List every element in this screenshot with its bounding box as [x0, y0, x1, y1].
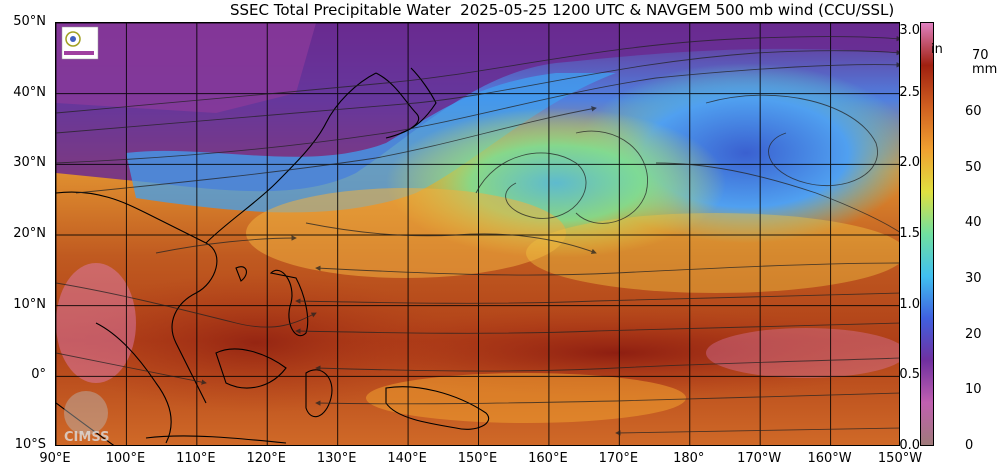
moisture-gradient-band — [126, 73, 616, 213]
longitude-label: 90°E — [39, 451, 71, 466]
longitude-label: 100°E — [105, 451, 146, 466]
cimss-watermark: CIMSS — [64, 391, 109, 445]
colorbar-inch-tick: 1.0 — [899, 296, 920, 312]
colorbar-inch-tick: 1.5 — [899, 226, 920, 241]
colorbar-unit-inches: in — [931, 42, 943, 57]
latitude-label: 10°N — [13, 296, 46, 312]
coastlines — [56, 67, 489, 445]
colorbar-inch-tick: 0.5 — [899, 367, 920, 383]
latitude-label: 20°N — [13, 226, 46, 241]
colorbar-inch-tick: 0.0 — [899, 438, 920, 453]
colorbar-mm-tick: 20 — [965, 326, 982, 342]
colorbar-mm-tick: 30 — [965, 271, 982, 287]
colorbar-mm-tick: 50 — [965, 159, 982, 175]
latitude-label: 0° — [31, 367, 46, 383]
colorbar-inch-tick: 3.0 — [899, 23, 920, 38]
colorbar-unit-mm: mm — [972, 62, 998, 77]
map-canvas: CIMSS — [56, 23, 899, 445]
watermark-text: CIMSS — [64, 430, 109, 445]
longitude-label: 140°E — [387, 451, 427, 466]
longitude-label: 180° — [673, 451, 705, 466]
colorbar-inch-tick: 2.5 — [899, 84, 920, 100]
colorbar-mm-tick: 70 — [972, 48, 989, 64]
colorbar-mm-tick: 10 — [965, 382, 982, 398]
colorbar-inch-tick: 2.0 — [899, 155, 920, 171]
longitude-label: 160°E — [528, 451, 568, 466]
wind-streamlines — [56, 35, 899, 436]
longitude-label: 120°E — [246, 451, 287, 466]
colorbar-mm-tick: 60 — [965, 104, 982, 120]
longitude-label: 110°E — [176, 451, 216, 466]
map-title: SSEC Total Precipitable Water 2025-05-25… — [230, 1, 895, 19]
longitude-label: 150°E — [457, 451, 498, 466]
tpw-map: CIMSS — [55, 22, 900, 446]
longitude-label: 150°W — [877, 451, 923, 466]
longitude-label: 160°W — [807, 451, 852, 466]
ssec-logo — [61, 26, 99, 60]
longitude-label: 130°E — [316, 451, 357, 466]
latitude-label: 10°S — [14, 437, 46, 452]
latitude-label: 40°N — [13, 84, 46, 100]
colorbar-mm-tick: 40 — [965, 215, 982, 231]
longitude-label: 170°E — [598, 451, 639, 466]
longitude-label: 170°W — [737, 451, 782, 466]
latitude-label: 30°N — [13, 155, 46, 171]
graticule — [56, 23, 899, 445]
colorbar-mm-tick: 0 — [965, 438, 974, 453]
latitude-label: 50°N — [13, 14, 46, 29]
colorbar — [920, 22, 934, 446]
